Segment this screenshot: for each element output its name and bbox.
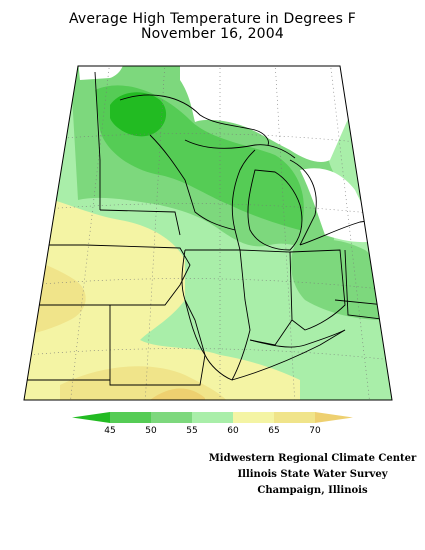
- legend-bin: [274, 412, 316, 423]
- credit-location: Champaign, Illinois: [257, 485, 368, 496]
- field-70plus: [150, 388, 205, 400]
- color-legend: 45 50 55 60 65 70: [72, 412, 353, 436]
- map-frame: [23, 65, 393, 401]
- field-below-45: [110, 92, 167, 137]
- legend-bin: [151, 412, 193, 423]
- credit-organization: Midwestern Regional Climate Center: [208, 453, 417, 464]
- map-date: November 16, 2004: [140, 26, 285, 42]
- legend-bin: [233, 412, 275, 423]
- field-60-65: [24, 190, 300, 400]
- map-title: Average High Temperature in Degrees F: [68, 11, 357, 27]
- legend-tick-label: 60: [227, 426, 239, 436]
- legend-tick-label: 55: [186, 426, 197, 436]
- temperature-fill: [24, 66, 392, 400]
- legend-bin: [192, 412, 234, 423]
- state-borders: [26, 71, 391, 386]
- legend-tick-label: 45: [104, 426, 115, 436]
- legend-tick-label: 70: [309, 426, 321, 436]
- legend-tick-label: 50: [145, 426, 157, 436]
- credit-survey: Illinois State Water Survey: [237, 469, 388, 480]
- field-50-55-east: [291, 239, 385, 320]
- legend-bin-below: [72, 412, 110, 423]
- legend-bin: [110, 412, 152, 423]
- legend-bin-above: [315, 412, 353, 423]
- legend-tick-label: 65: [268, 426, 279, 436]
- graticule: [25, 66, 392, 400]
- no-data-north: [180, 66, 352, 162]
- no-data-ontario: [300, 168, 380, 243]
- no-data-nw: [78, 66, 125, 80]
- temperature-map: 45 50 55 60 65 70: [23, 65, 393, 436]
